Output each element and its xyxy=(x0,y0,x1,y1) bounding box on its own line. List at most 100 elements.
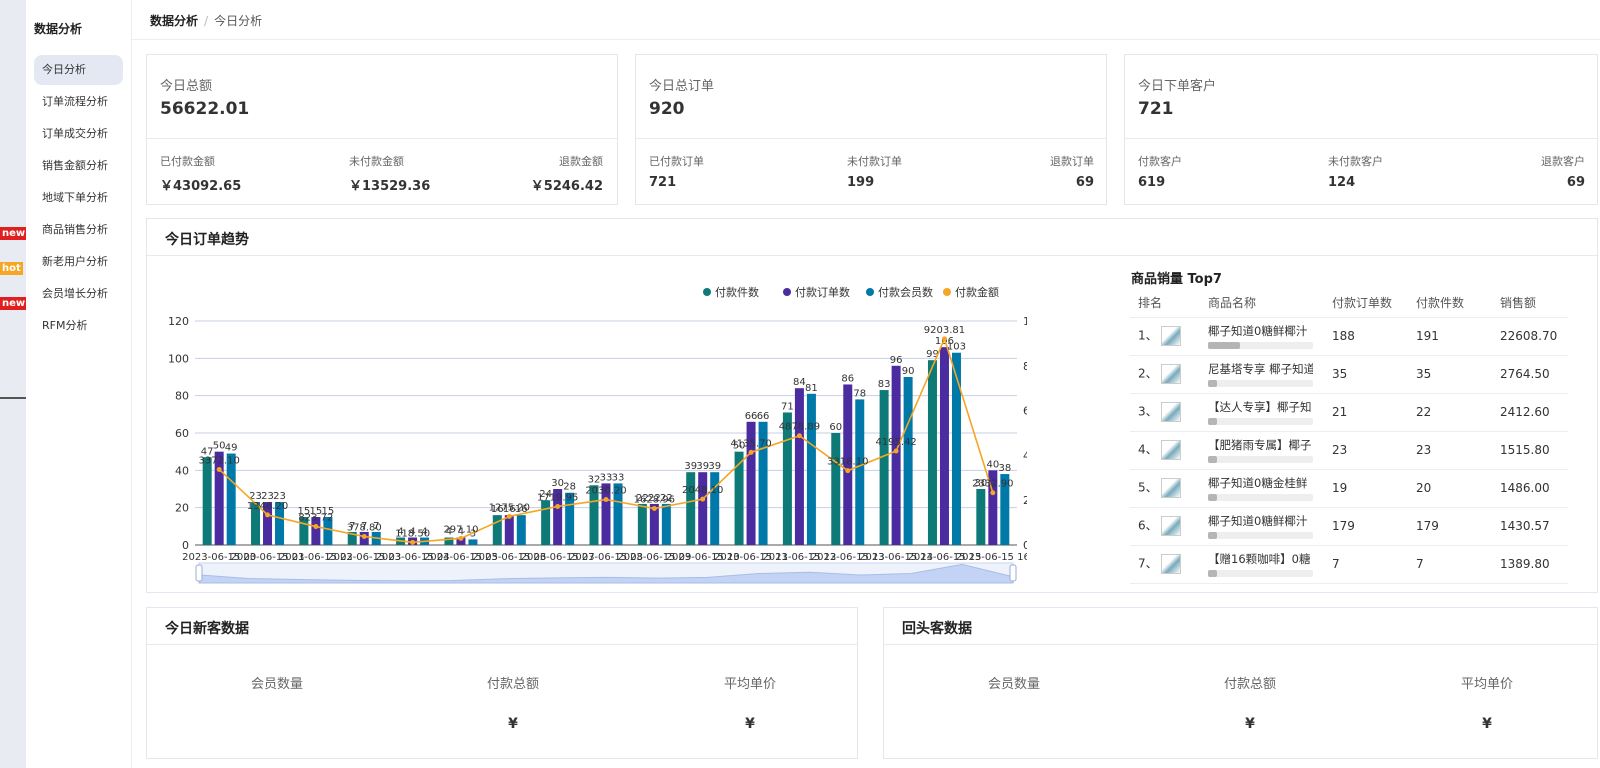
x-tick-label: 2023-06-15 05 xyxy=(424,552,498,563)
sidebar-item-order-deal[interactable]: 订单成交分析 xyxy=(42,127,108,140)
sales-bar xyxy=(1208,570,1313,577)
line-label: 1346.20 xyxy=(247,501,288,512)
bar-label: 90 xyxy=(902,366,915,377)
header-divider xyxy=(132,39,1600,40)
bar-label: 30 xyxy=(551,478,564,489)
sub-value: ￥43092.65 xyxy=(160,179,242,194)
stat-card-customers: 今日下单客户 721 付款客户 619 未付款客户 124 退款客户 69 xyxy=(1124,54,1598,205)
sidebar-item-order-flow[interactable]: 订单流程分析 xyxy=(42,95,108,108)
orders-cell: 21 xyxy=(1324,393,1408,432)
table-row[interactable]: 3、 【达人专享】椰子知 21 22 2412.60 xyxy=(1130,393,1568,432)
new-badge: new xyxy=(0,227,28,240)
bar-label: 50 xyxy=(213,441,226,452)
y-right-tick-label: 6,000 xyxy=(1023,405,1027,418)
product-name: 【肥猪雨专属】椰子 xyxy=(1208,438,1312,452)
zoom-handle-left[interactable] xyxy=(195,564,203,582)
stat-sub-unpaid: 未付款金额 ￥13529.36 xyxy=(349,153,430,194)
sidebar-item-new-old-users[interactable]: 新老用户分析 xyxy=(42,255,108,268)
stat-label: 今日下单客户 xyxy=(1138,79,1217,94)
line-point xyxy=(458,535,464,541)
bar xyxy=(565,492,575,545)
table-row[interactable]: 5、 椰子知道0糖金桂鲜 19 20 1486.00 xyxy=(1130,469,1568,508)
table-row[interactable]: 1、 椰子知道0糖鲜椰汁 188 191 22608.70 xyxy=(1130,317,1568,356)
table-row[interactable]: 4、 【肥猪雨专属】椰子 23 23 1515.80 xyxy=(1130,431,1568,470)
bar xyxy=(347,531,357,545)
sub-label: 已付款金额 xyxy=(160,155,215,168)
sidebar-item-sales-amount[interactable]: 销售金额分析 xyxy=(42,159,108,172)
bar-label: 3 xyxy=(470,528,476,539)
stat-sub-refund: 退款金额 ￥5246.42 xyxy=(531,153,603,194)
bar-label: 47 xyxy=(201,446,214,457)
bar xyxy=(794,388,804,545)
bar-label: 22 xyxy=(636,493,649,504)
hot-badge: hot xyxy=(0,262,23,275)
bar-label: 15 xyxy=(298,506,311,517)
bar-label: 83 xyxy=(878,379,891,390)
product-thumbnail-icon xyxy=(1160,326,1181,346)
bar xyxy=(541,500,551,545)
yen-value: ¥ xyxy=(745,716,755,732)
name-cell: 【达人专享】椰子知 xyxy=(1200,393,1324,432)
zoom-handle-right[interactable] xyxy=(1009,564,1017,582)
line-point xyxy=(651,506,657,512)
y-left-tick-label: 60 xyxy=(175,427,189,440)
name-cell: 【肥猪雨专属】椰子 xyxy=(1200,431,1324,470)
sales-bar xyxy=(1208,418,1313,425)
sub-value: 721 xyxy=(649,175,677,190)
sidebar-item-member-growth[interactable]: 会员增长分析 xyxy=(42,287,108,300)
kv-label: 平均单价 xyxy=(1460,677,1513,692)
breadcrumb-root[interactable]: 数据分析 xyxy=(150,14,199,28)
line-point xyxy=(555,503,561,509)
sub-label: 退款订单 xyxy=(1050,155,1094,168)
trend-title: 今日订单趋势 xyxy=(165,232,249,248)
bar-label: 106 xyxy=(935,336,954,347)
x-tick-label: 2023-06-15 01 xyxy=(231,552,305,563)
sales-cell: 1430.57 xyxy=(1492,507,1568,546)
line-point xyxy=(700,496,706,502)
sidebar-item-product-sales[interactable]: 商品销售分析 xyxy=(42,223,108,236)
trend-chart[interactable]: 0 20 40 60 80 100 120 0 2,000 4,000 6,000 8,000 10,0… xyxy=(147,259,1027,589)
sidebar-item-rfm[interactable]: RFM分析 xyxy=(42,319,88,332)
top7-table: 排名 商品名称 付款订单数 付款件数 销售额 1、 椰子知道0糖鲜椰汁 188 191… xyxy=(1130,289,1568,584)
bar xyxy=(927,360,937,545)
divider xyxy=(0,397,26,399)
x-tick-label: 2023-06-15 06 xyxy=(472,552,546,563)
line-label: 2048.10 xyxy=(682,485,723,496)
table-row[interactable]: 2、 尼基塔专享 椰子知道 35 35 2764.50 xyxy=(1130,355,1568,394)
bar xyxy=(734,451,744,545)
y-left-tick-label: 20 xyxy=(175,502,189,515)
bar-label: 23 xyxy=(261,491,274,502)
table-row[interactable]: 6、 椰子知道0糖鲜椰汁 179 179 1430.57 xyxy=(1130,507,1568,546)
bar-label: 4 xyxy=(397,527,403,538)
bar xyxy=(746,421,756,545)
sidebar-item-region[interactable]: 地域下单分析 xyxy=(42,191,108,204)
sales-bar xyxy=(1208,494,1313,501)
product-name: 【达人专享】椰子知 xyxy=(1208,400,1312,414)
line-point xyxy=(893,448,899,454)
bar-label: 4 xyxy=(458,527,464,538)
line-point xyxy=(410,539,416,545)
x-tick-label: 2023-06-15 03 xyxy=(327,552,401,563)
name-cell: 椰子知道0糖金桂鲜 xyxy=(1200,469,1324,508)
bar xyxy=(589,485,599,545)
new-customer-card: 今日新客数据 会员数量 付款总额 ¥ 平均单价 ¥ xyxy=(146,607,858,759)
y-left-tick-label: 40 xyxy=(175,464,189,477)
section-divider xyxy=(147,644,857,645)
y-left-tick-label: 80 xyxy=(175,390,189,403)
sales-cell: 1389.80 xyxy=(1492,545,1568,584)
y-right-tick-label: 4,000 xyxy=(1023,449,1027,462)
bar xyxy=(649,503,659,545)
stat-sub-unpaid-customers: 未付款客户 124 xyxy=(1328,153,1383,190)
col-items: 付款件数 xyxy=(1408,289,1492,318)
table-row[interactable]: 7、 【赠16颗咖啡】0糖 7 7 1389.80 xyxy=(1130,545,1568,584)
sub-label: 未付款金额 xyxy=(349,155,404,168)
orders-cell: 35 xyxy=(1324,355,1408,394)
bar-label: 15 xyxy=(322,506,335,517)
line-label: 118.50 xyxy=(395,528,430,539)
product-thumbnail-icon xyxy=(1160,440,1181,460)
orders-cell: 19 xyxy=(1324,469,1408,508)
sidebar-item-today[interactable]: 今日分析 xyxy=(34,55,123,85)
kv-label: 付款总额 xyxy=(486,677,539,692)
bar-label: 22 xyxy=(648,493,661,504)
items-cell: 22 xyxy=(1408,393,1492,432)
